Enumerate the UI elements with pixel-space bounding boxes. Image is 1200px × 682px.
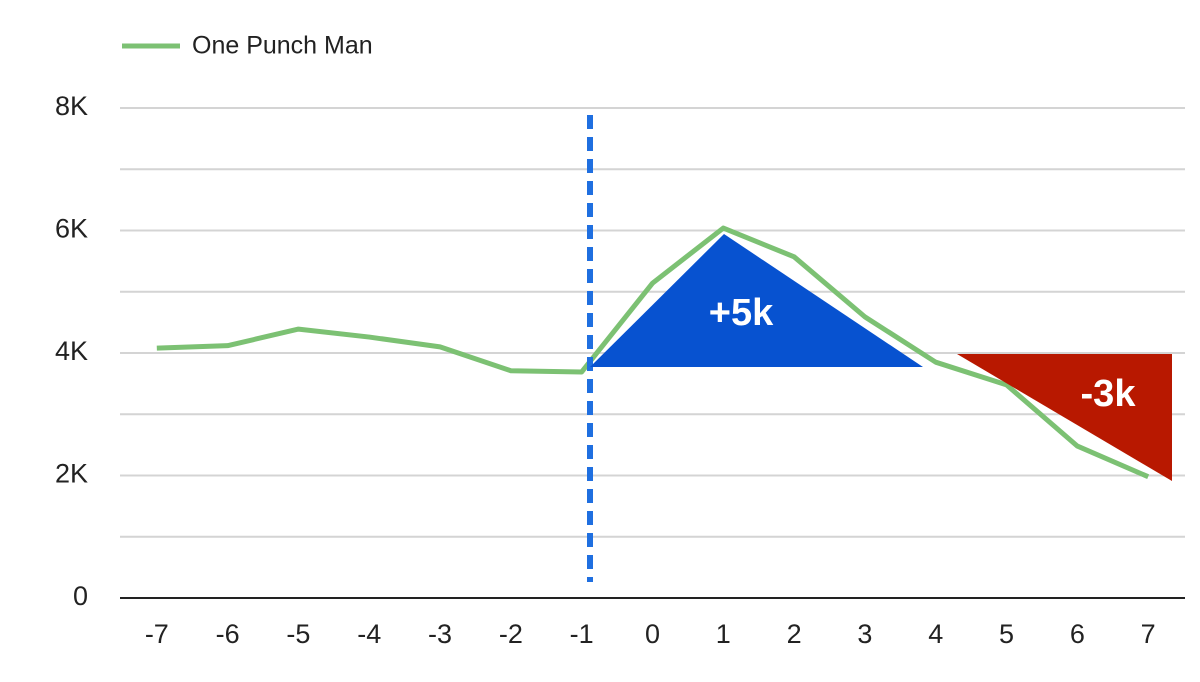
x-tick-label: 3 [857, 619, 872, 649]
x-tick-label: -7 [145, 619, 169, 649]
x-tick-label: 1 [716, 619, 731, 649]
y-tick-label: 2K [55, 459, 88, 489]
loss-triangle [957, 354, 1172, 481]
x-tick-label: -4 [357, 619, 381, 649]
x-tick-label: 5 [999, 619, 1014, 649]
x-tick-label: 6 [1070, 619, 1085, 649]
y-tick-label: 0 [73, 581, 88, 611]
legend-label: One Punch Man [192, 32, 373, 60]
series-line [156, 225, 1150, 480]
x-tick-label: 7 [1141, 619, 1156, 649]
y-tick-label: 8K [55, 91, 88, 121]
y-tick-label: 6K [55, 214, 88, 244]
x-tick-label: 4 [928, 619, 943, 649]
gain-triangle [590, 234, 923, 367]
loss-label: -3k [1081, 373, 1137, 415]
x-tick-label: -2 [499, 619, 523, 649]
x-tick-label: -3 [428, 619, 452, 649]
x-tick-label: -1 [570, 619, 594, 649]
x-tick-label: -5 [286, 619, 310, 649]
x-tick-label: 0 [645, 619, 660, 649]
x-tick-label: -6 [216, 619, 240, 649]
y-tick-label: 4K [55, 336, 88, 366]
x-tick-label: 2 [787, 619, 802, 649]
gain-label: +5k [709, 292, 774, 334]
